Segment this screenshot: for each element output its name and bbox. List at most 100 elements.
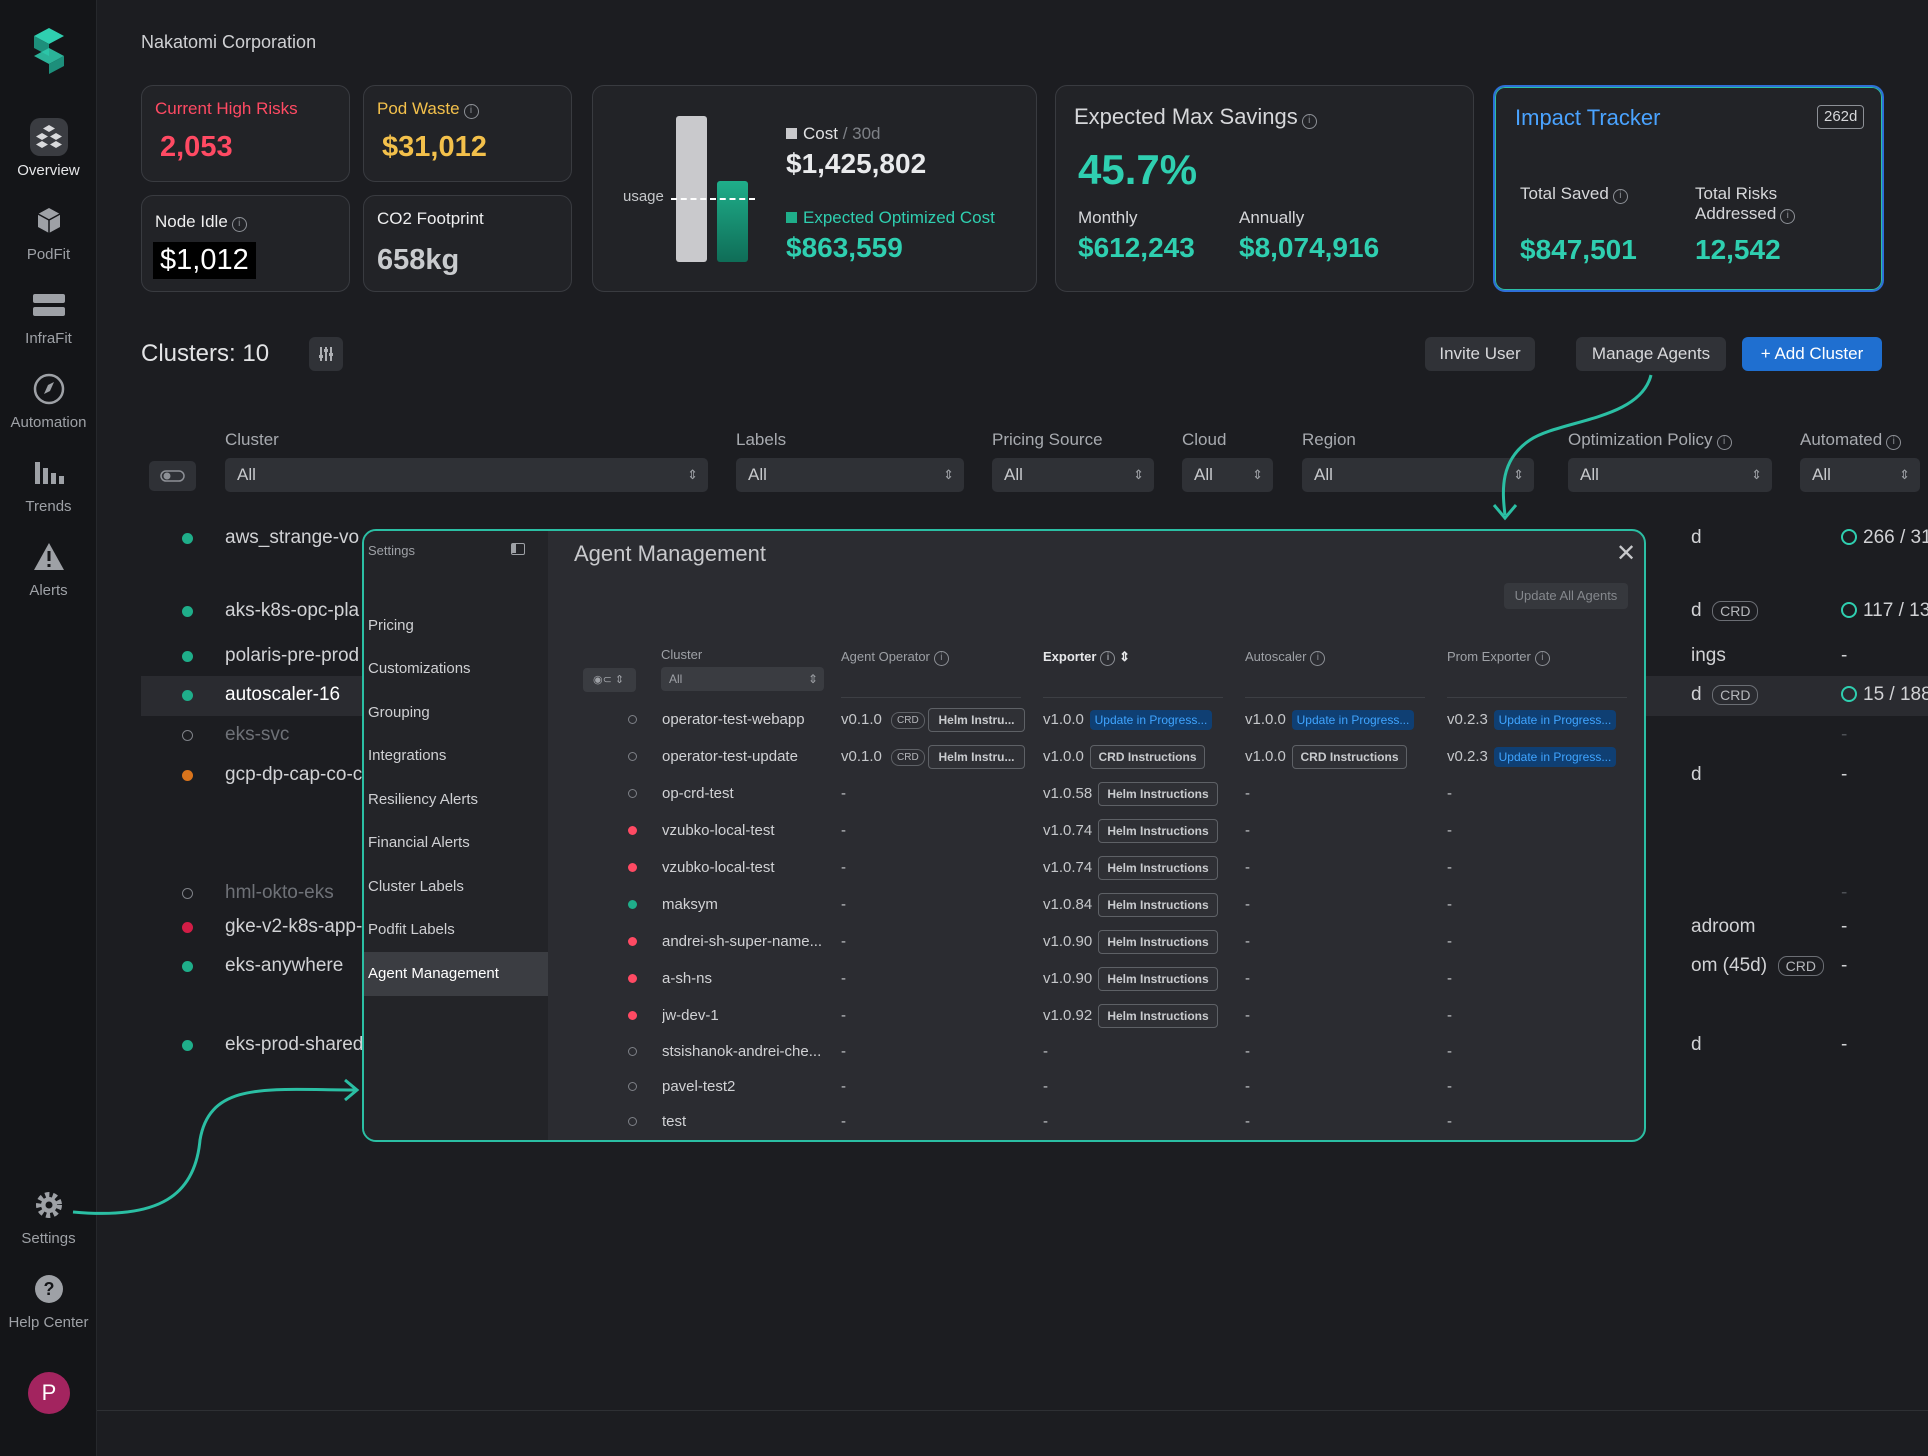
nav-automation[interactable]: Automation — [0, 370, 97, 431]
cluster-row[interactable]: gcp-dp-cap-co-c d - — [141, 756, 1928, 796]
helm-instructions-button[interactable]: Helm Instructions — [1098, 782, 1218, 806]
cluster-row[interactable]: aws_strange-vo d 266 / 312 — [141, 519, 1928, 559]
menu-podfit-labels[interactable]: Podfit Labels — [368, 921, 455, 938]
menu-cluster-labels[interactable]: Cluster Labels — [368, 878, 464, 895]
menu-integrations[interactable]: Integrations — [368, 747, 447, 764]
cluster-name[interactable]: aks-k8s-opc-pla — [225, 600, 360, 621]
pod-waste-card[interactable]: Pod Waste i $31,012 — [363, 85, 572, 182]
filter-policy-select[interactable]: All — [1568, 458, 1772, 492]
co2-card[interactable]: CO2 Footprint 658kg — [363, 195, 572, 292]
cluster-row[interactable]: eks-prod-shared d - — [141, 1026, 1928, 1066]
menu-resiliency-alerts[interactable]: Resiliency Alerts — [368, 791, 479, 808]
add-cluster-button[interactable]: + Add Cluster — [1742, 337, 1882, 371]
cluster-name[interactable]: eks-prod-shared — [225, 1034, 364, 1055]
helm-instructions-button[interactable]: Helm Instru... — [928, 708, 1025, 732]
nav-settings[interactable]: Settings — [0, 1186, 97, 1247]
collapse-panel-icon[interactable] — [511, 543, 525, 555]
filter-cluster-select[interactable]: All — [225, 458, 708, 492]
cluster-name[interactable]: eks-anywhere — [225, 955, 344, 976]
menu-agent-management[interactable]: Agent Management — [364, 952, 548, 996]
high-risks-card[interactable]: Current High Risks 2,053 — [141, 85, 350, 182]
menu-grouping[interactable]: Grouping — [368, 704, 430, 721]
filter-labels-select[interactable]: All — [736, 458, 964, 492]
helm-instructions-button[interactable]: Helm Instructions — [1098, 930, 1218, 954]
invite-user-button[interactable]: Invite User — [1425, 337, 1535, 371]
cluster-name[interactable]: polaris-pre-prod — [225, 645, 360, 666]
cluster-row[interactable]: polaris-pre-prod ings - — [141, 637, 1928, 677]
autoscaler-version: - — [1245, 1078, 1250, 1095]
agent-row[interactable]: a-sh-ns - v1.0.90 Helm Instructions - - — [548, 961, 1644, 998]
cluster-row[interactable]: aks-k8s-opc-pla d CRD 117 / 1301 — [141, 592, 1928, 632]
cluster-filter-select[interactable]: All ⇕ — [661, 667, 824, 691]
info-icon[interactable]: i — [1534, 651, 1550, 666]
col-exporter[interactable]: Exporter i ⇕ — [1043, 649, 1130, 666]
menu-customizations[interactable]: Customizations — [368, 660, 471, 677]
helm-instructions-button[interactable]: Helm Instructions — [1098, 893, 1218, 917]
filter-automated-select[interactable]: All — [1800, 458, 1920, 492]
cluster-name[interactable]: gke-v2-k8s-app- — [225, 916, 363, 937]
prom-version: - — [1447, 785, 1452, 802]
nav-overview[interactable]: Overview — [0, 118, 97, 179]
close-icon[interactable]: ✕ — [1616, 540, 1637, 567]
agent-row[interactable]: pavel-test2 - - - - — [548, 1069, 1644, 1106]
info-icon[interactable]: i — [1612, 189, 1628, 204]
filter-pricing-select[interactable]: All — [992, 458, 1154, 492]
agent-row[interactable]: stsishanok-andrei-che... - - - - — [548, 1034, 1644, 1071]
info-icon[interactable]: i — [1886, 435, 1902, 450]
agent-row[interactable]: jw-dev-1 - v1.0.92 Helm Instructions - - — [548, 998, 1644, 1035]
filter-region-select[interactable]: All — [1302, 458, 1534, 492]
crd-instructions-button[interactable]: CRD Instructions — [1292, 745, 1407, 769]
info-icon[interactable]: i — [1310, 651, 1326, 666]
nav-alerts[interactable]: Alerts — [0, 538, 97, 599]
info-icon[interactable]: i — [1780, 209, 1796, 224]
cluster-name[interactable]: hml-okto-eks — [225, 882, 334, 903]
node-idle-card[interactable]: Node Idle i $1,012 — [141, 195, 350, 292]
helm-instructions-button[interactable]: Helm Instru... — [928, 745, 1025, 769]
info-icon[interactable]: i — [1301, 114, 1317, 129]
impact-tracker-card[interactable]: Impact Tracker 262d Total Saved i $847,50… — [1493, 85, 1884, 292]
cluster-row[interactable]: hml-okto-eks - — [141, 874, 1928, 914]
update-all-agents-button[interactable]: Update All Agents — [1504, 583, 1628, 609]
row-toggle[interactable]: ◉⊂ ⇕ — [583, 668, 636, 692]
helm-instructions-button[interactable]: Helm Instructions — [1098, 1004, 1218, 1028]
node-idle-value: $1,012 — [153, 242, 256, 279]
cluster-name[interactable]: autoscaler-16 — [225, 684, 341, 705]
info-icon[interactable]: i — [1100, 651, 1116, 666]
agent-row[interactable]: op-crd-test - v1.0.58 Helm Instructions … — [548, 776, 1644, 813]
filter-cloud-select[interactable]: All — [1182, 458, 1273, 492]
max-savings-card[interactable]: Expected Max Savings i 45.7% Monthly $612… — [1055, 85, 1474, 292]
cluster-row[interactable]: eks-svc - — [141, 716, 1928, 756]
row-toggle[interactable] — [149, 461, 196, 491]
agent-row[interactable]: andrei-sh-super-name... - v1.0.90 Helm I… — [548, 924, 1644, 961]
avatar[interactable]: P — [28, 1372, 70, 1414]
menu-pricing[interactable]: Pricing — [368, 617, 414, 634]
helm-instructions-button[interactable]: Helm Instructions — [1098, 967, 1218, 991]
cluster-name[interactable]: aws_strange-vo — [225, 527, 360, 548]
agent-row[interactable]: vzubko-local-test - v1.0.74 Helm Instruc… — [548, 850, 1644, 887]
info-icon[interactable]: i — [231, 217, 247, 232]
cluster-name[interactable]: eks-svc — [225, 724, 290, 745]
nav-trends[interactable]: Trends — [0, 454, 97, 515]
info-icon[interactable]: i — [1716, 435, 1732, 450]
manage-agents-button[interactable]: Manage Agents — [1576, 337, 1726, 371]
nav-infrafit[interactable]: InfraFit — [0, 286, 97, 347]
agent-row[interactable]: test - - - - — [548, 1104, 1644, 1140]
crd-instructions-button[interactable]: CRD Instructions — [1090, 745, 1205, 769]
info-icon[interactable]: i — [463, 104, 479, 119]
agent-row[interactable]: operator-test-update v0.1.0 CRD Helm Ins… — [548, 739, 1644, 776]
agent-row[interactable]: maksym - v1.0.84 Helm Instructions - - — [548, 887, 1644, 924]
menu-financial-alerts[interactable]: Financial Alerts — [368, 834, 470, 851]
column-settings-button[interactable] — [309, 337, 343, 371]
agent-row[interactable]: operator-test-webapp v0.1.0 CRD Helm Ins… — [548, 702, 1644, 739]
nav-help-center[interactable]: ? Help Center — [0, 1270, 97, 1331]
agent-row[interactable]: vzubko-local-test - v1.0.74 Helm Instruc… — [548, 813, 1644, 850]
info-icon[interactable]: i — [933, 651, 949, 666]
cluster-row[interactable]: eks-anywhere om (45d) CRD - — [141, 947, 1928, 987]
helm-instructions-button[interactable]: Helm Instructions — [1098, 856, 1218, 880]
helm-instructions-button[interactable]: Helm Instructions — [1098, 819, 1218, 843]
cluster-row[interactable]: gke-v2-k8s-app- adroom - — [141, 908, 1928, 948]
cost-card[interactable]: usage Cost / 30d $1,425,802 Expected Opt… — [592, 85, 1037, 292]
cluster-name[interactable]: gcp-dp-cap-co-c — [225, 764, 363, 785]
nav-podfit[interactable]: PodFit — [0, 202, 97, 263]
risks-addressed-value: 12,542 — [1695, 234, 1781, 265]
